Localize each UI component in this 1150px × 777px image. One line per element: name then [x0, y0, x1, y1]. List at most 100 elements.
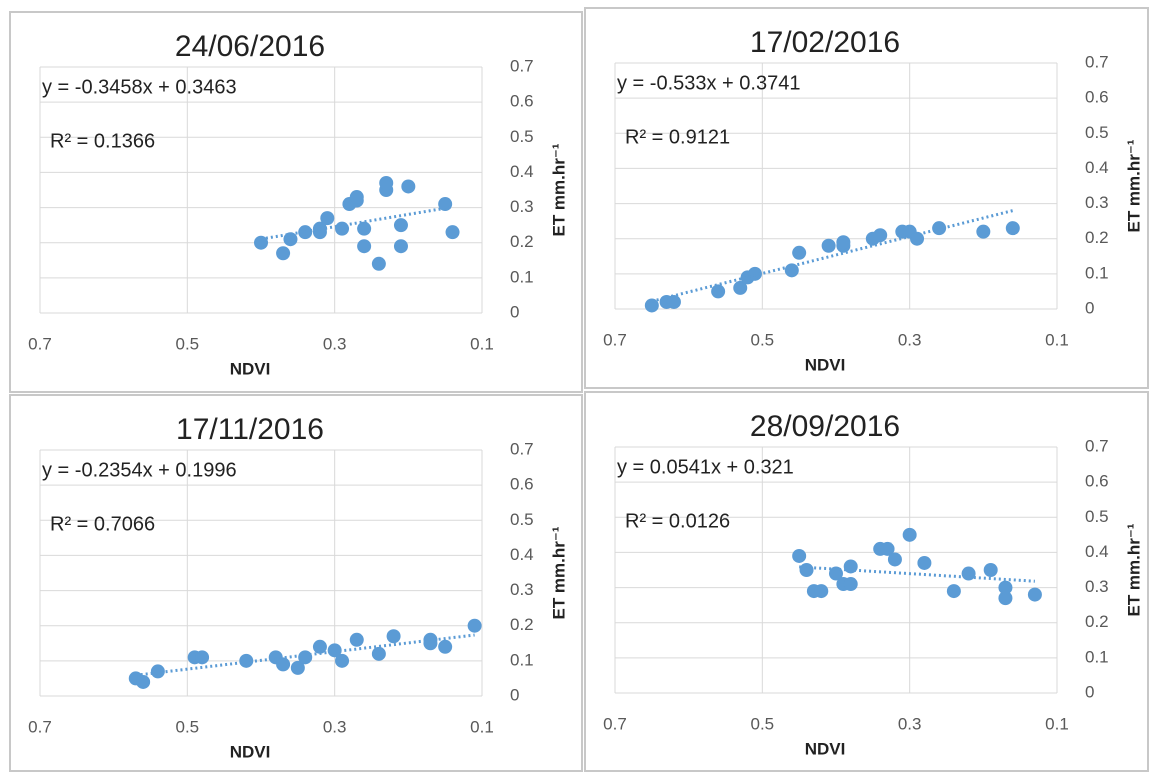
y-tick-label: 0.2 [1085, 612, 1109, 631]
point [792, 548, 807, 563]
y-tick-label: 0 [510, 685, 519, 704]
x-tick-label: 0.5 [751, 330, 775, 349]
point [917, 555, 932, 570]
point [902, 527, 917, 542]
y-tick-label: 0.2 [510, 232, 534, 251]
point [910, 231, 925, 246]
annotation: y = -0.533x + 0.3741 [617, 72, 800, 94]
x-tick-label: 0.5 [176, 334, 200, 353]
y-tick-label: 0.2 [1085, 228, 1109, 247]
x-tick-label: 0.3 [323, 717, 347, 736]
y-tick-label: 0.3 [1085, 193, 1109, 212]
point [290, 660, 305, 675]
point [371, 256, 386, 271]
point [254, 235, 268, 250]
x-axis-label: NDVI [230, 742, 271, 761]
y-tick-label: 0.6 [1085, 472, 1109, 491]
point [438, 639, 453, 654]
x-tick-label: 0.1 [470, 334, 494, 353]
point [843, 577, 858, 592]
y-tick-label: 0.1 [510, 267, 534, 286]
x-axis-label: NDVI [805, 355, 846, 374]
y-tick-label: 0.4 [510, 545, 534, 564]
point [195, 650, 210, 665]
y-axis-label: ET mm.hr⁻¹ [549, 143, 568, 236]
trendline [799, 565, 1035, 583]
chart-title: 24/06/2016 [175, 30, 325, 63]
trendline [651, 209, 1014, 303]
annotation: R² = 0.0126 [625, 510, 730, 532]
point [666, 294, 681, 309]
chart: 0 0.1 0.2 0.3 0.4 0.5 0.6 0.7 0.7 0.5 0.3 0.1 17/02/… [603, 26, 1143, 375]
y-tick-label: 0.3 [1085, 577, 1109, 596]
y-tick-label: 0.6 [1085, 88, 1109, 107]
y-axis-label: ET mm.hr⁻¹ [549, 526, 568, 619]
point [335, 221, 350, 236]
point [467, 618, 482, 633]
y-axis-label: ET mm.hr⁻¹ [1124, 523, 1143, 616]
panel-frame [584, 391, 1149, 772]
x-tick-label: 0.5 [176, 717, 200, 736]
y-tick-label: 0.5 [1085, 123, 1109, 142]
annotation: R² = 0.7066 [50, 513, 155, 535]
point [799, 563, 814, 577]
point [349, 632, 364, 647]
point [976, 224, 991, 239]
chart-title: 28/09/2016 [750, 410, 900, 443]
point [1027, 587, 1042, 602]
y-tick-label: 0.1 [510, 650, 534, 669]
y-axis-label: ET mm.hr⁻¹ [1124, 139, 1143, 232]
y-tick-label: 0 [1085, 298, 1094, 317]
point [792, 245, 807, 260]
point [312, 639, 327, 654]
y-tick-label: 0 [1085, 682, 1094, 701]
point [335, 653, 350, 668]
point [393, 218, 408, 233]
point [821, 238, 836, 253]
panel-frame [9, 11, 583, 393]
point [357, 221, 372, 236]
y-tick-label: 0.1 [1085, 263, 1109, 282]
y-tick-label: 0.5 [510, 510, 534, 529]
x-tick-label: 0.1 [1045, 330, 1069, 349]
point [349, 190, 364, 205]
x-tick-label: 0.7 [28, 334, 52, 353]
trendline [135, 633, 475, 677]
trendline [260, 205, 453, 241]
annotation: y = 0.0541x + 0.321 [617, 456, 794, 478]
y-tick-label: 0.4 [1085, 542, 1109, 561]
x-axis-label: NDVI [805, 739, 846, 758]
annotation: y = -0.3458x + 0.3463 [42, 76, 237, 98]
y-tick-label: 0.1 [1085, 647, 1109, 666]
point [880, 541, 895, 556]
point [386, 629, 401, 644]
chart: 0 0.1 0.2 0.3 0.4 0.5 0.6 0.7 0.7 0.5 0.3 0.1 17/11/… [28, 413, 568, 762]
point [298, 650, 313, 665]
annotation: y = -0.2354x + 0.1996 [42, 459, 237, 481]
point [998, 591, 1013, 606]
point [276, 657, 291, 672]
point [983, 563, 998, 577]
point [393, 239, 408, 254]
point [320, 211, 335, 226]
point [445, 225, 460, 240]
point [1005, 221, 1020, 236]
point [644, 298, 659, 313]
point [887, 552, 902, 567]
x-tick-label: 0.5 [751, 714, 775, 733]
x-tick-label: 0.7 [28, 717, 52, 736]
chart: 0 0.1 0.2 0.3 0.4 0.5 0.6 0.7 0.7 0.5 0.3 0.1 24/06/… [28, 30, 568, 379]
point [873, 228, 888, 243]
y-tick-label: 0.5 [510, 127, 534, 146]
x-tick-label: 0.1 [1045, 714, 1069, 733]
x-axis-label: NDVI [230, 359, 271, 378]
chart: 0 0.1 0.2 0.3 0.4 0.5 0.6 0.7 0.7 0.5 0.3 0.1 28/09/… [603, 410, 1143, 759]
point [814, 584, 829, 599]
point [298, 225, 313, 240]
chart-title: 17/02/2016 [750, 26, 900, 59]
y-tick-label: 0.4 [510, 162, 534, 181]
x-tick-label: 0.7 [603, 714, 627, 733]
y-tick-label: 0.3 [510, 197, 534, 216]
point [371, 646, 386, 661]
